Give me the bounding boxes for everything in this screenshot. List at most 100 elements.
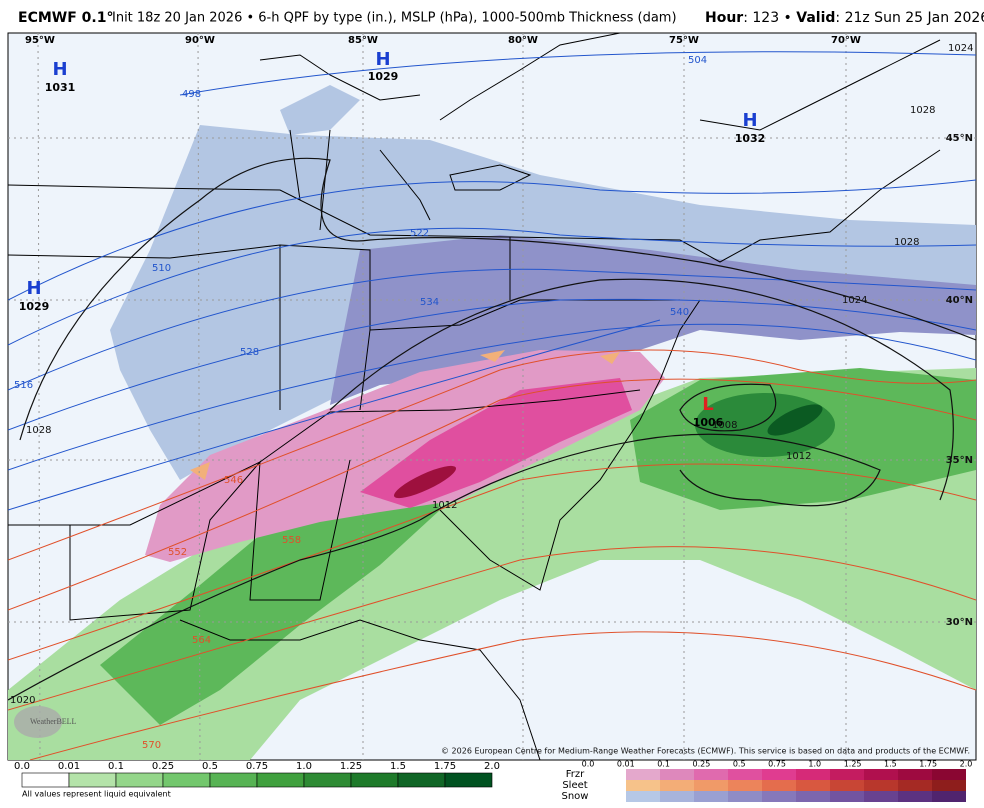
map-content [8,33,976,760]
contour-label: 1028 [910,105,935,116]
subtitle: Init 18z 20 Jan 2026 • 6-h QPF by type (… [112,11,677,26]
center-value: 1031 [45,81,76,94]
type-cell [898,769,932,780]
contour-label: 534 [420,297,439,308]
contour-label: 1028 [26,425,51,436]
contour-label: 1012 [432,500,457,511]
type-tick: 0.75 [768,760,786,769]
type-cell [796,780,830,791]
type-cell [864,769,898,780]
type-tick: 1.25 [844,760,862,769]
type-cell [694,791,728,802]
type-cell [864,791,898,802]
type-tick: 1.75 [919,760,937,769]
latitude-labels: 45°N 40°N 35°N 30°N [946,133,973,628]
lon-label: 95°W [25,35,55,46]
contour-label: 570 [142,740,161,751]
center-type: H [375,49,390,70]
thickness-cold [8,51,976,511]
type-cell [762,780,796,791]
type-cell [660,769,694,780]
contour-label: 1020 [10,695,35,706]
color-cell [209,772,258,788]
contour-label: 498 [182,89,201,100]
center-value: 1029 [368,70,399,83]
type-label: Frzr [566,769,585,780]
contour-label: 540 [670,307,689,318]
lon-label: 70°W [831,35,861,46]
type-cell [898,780,932,791]
legend-tick: 0.75 [246,761,268,772]
center-type: L [702,394,713,415]
type-tick: 1.0 [808,760,821,769]
legend-tick: 1.5 [390,761,406,772]
contour-label: 1008 [712,420,737,431]
color-cell [397,772,446,788]
type-cell [762,769,796,780]
type-cell [728,791,762,802]
type-cell [762,791,796,802]
color-cell [68,772,117,788]
legend-tick: 1.25 [340,761,362,772]
color-cell [303,772,352,788]
type-tick: 1.5 [884,760,897,769]
type-cell [830,769,864,780]
lat-label: 40°N [946,295,973,306]
snow-light [280,85,360,135]
isobars [8,157,976,701]
type-label: Snow [562,791,589,802]
type-cell [626,769,660,780]
type-cell [932,791,966,802]
pressure-centers: H 1031 H 1029 H 1032 H 1029 L 1006 [19,49,766,429]
contour-label: 504 [688,55,707,66]
type-cell [694,780,728,791]
valid-label: Valid [796,10,835,26]
map: 95°W 90°W 85°W 80°W 75°W 70°W 45°N 40°N … [7,32,977,761]
contour-label: 552 [168,547,187,558]
thickness-labels: 504 498 510 516 522 534 528 540 546 552 … [14,55,707,751]
color-cell [162,772,211,788]
type-cell [728,780,762,791]
legend-tick: 2.0 [484,761,500,772]
center-value: 1032 [735,132,766,145]
center-type: H [26,278,41,299]
lat-label: 45°N [946,133,973,144]
type-tick: 0.1 [657,760,670,769]
color-cell [444,772,493,788]
thickness-warm [8,349,976,760]
type-cell [660,791,694,802]
type-cell [626,780,660,791]
legend-tick: 0.1 [108,761,124,772]
lon-label: 90°W [185,35,215,46]
type-cell [898,791,932,802]
color-cell [350,772,399,788]
legend-tick: 0.5 [202,761,218,772]
logo-globe [14,706,62,738]
color-cell [256,772,305,788]
center-value: 1029 [19,300,50,313]
legend-tick: 1.0 [296,761,312,772]
center-value: 1006 [693,416,724,429]
type-cell [932,769,966,780]
legend-tick: 0.0 [14,761,30,772]
legend-tick: 0.25 [152,761,174,772]
hour: : 123 • [743,10,796,26]
title: ECMWF 0.1° [18,10,113,26]
type-cell [694,769,728,780]
graticule [8,33,976,760]
contour-label: 558 [282,535,301,546]
lon-label: 75°W [669,35,699,46]
longitude-labels: 95°W 90°W 85°W 80°W 75°W 70°W [25,35,861,46]
color-cell [21,772,70,788]
center-type: H [742,110,757,131]
contour-label: 1012 [786,451,811,462]
legend-note: All values represent liquid equivalent [22,790,171,799]
lat-label: 35°N [946,455,973,466]
type-cell [932,780,966,791]
lon-label: 85°W [348,35,378,46]
rain-legend: 0.0 0.01 0.1 0.25 0.5 0.75 1.0 1.25 1.5 1.75 2.0 [14,761,500,788]
copyright: © 2026 European Centre for Medium-Range … [441,747,970,756]
contour-label: 510 [152,263,171,274]
center-type: H [52,59,67,80]
type-tick: 0.01 [617,760,635,769]
